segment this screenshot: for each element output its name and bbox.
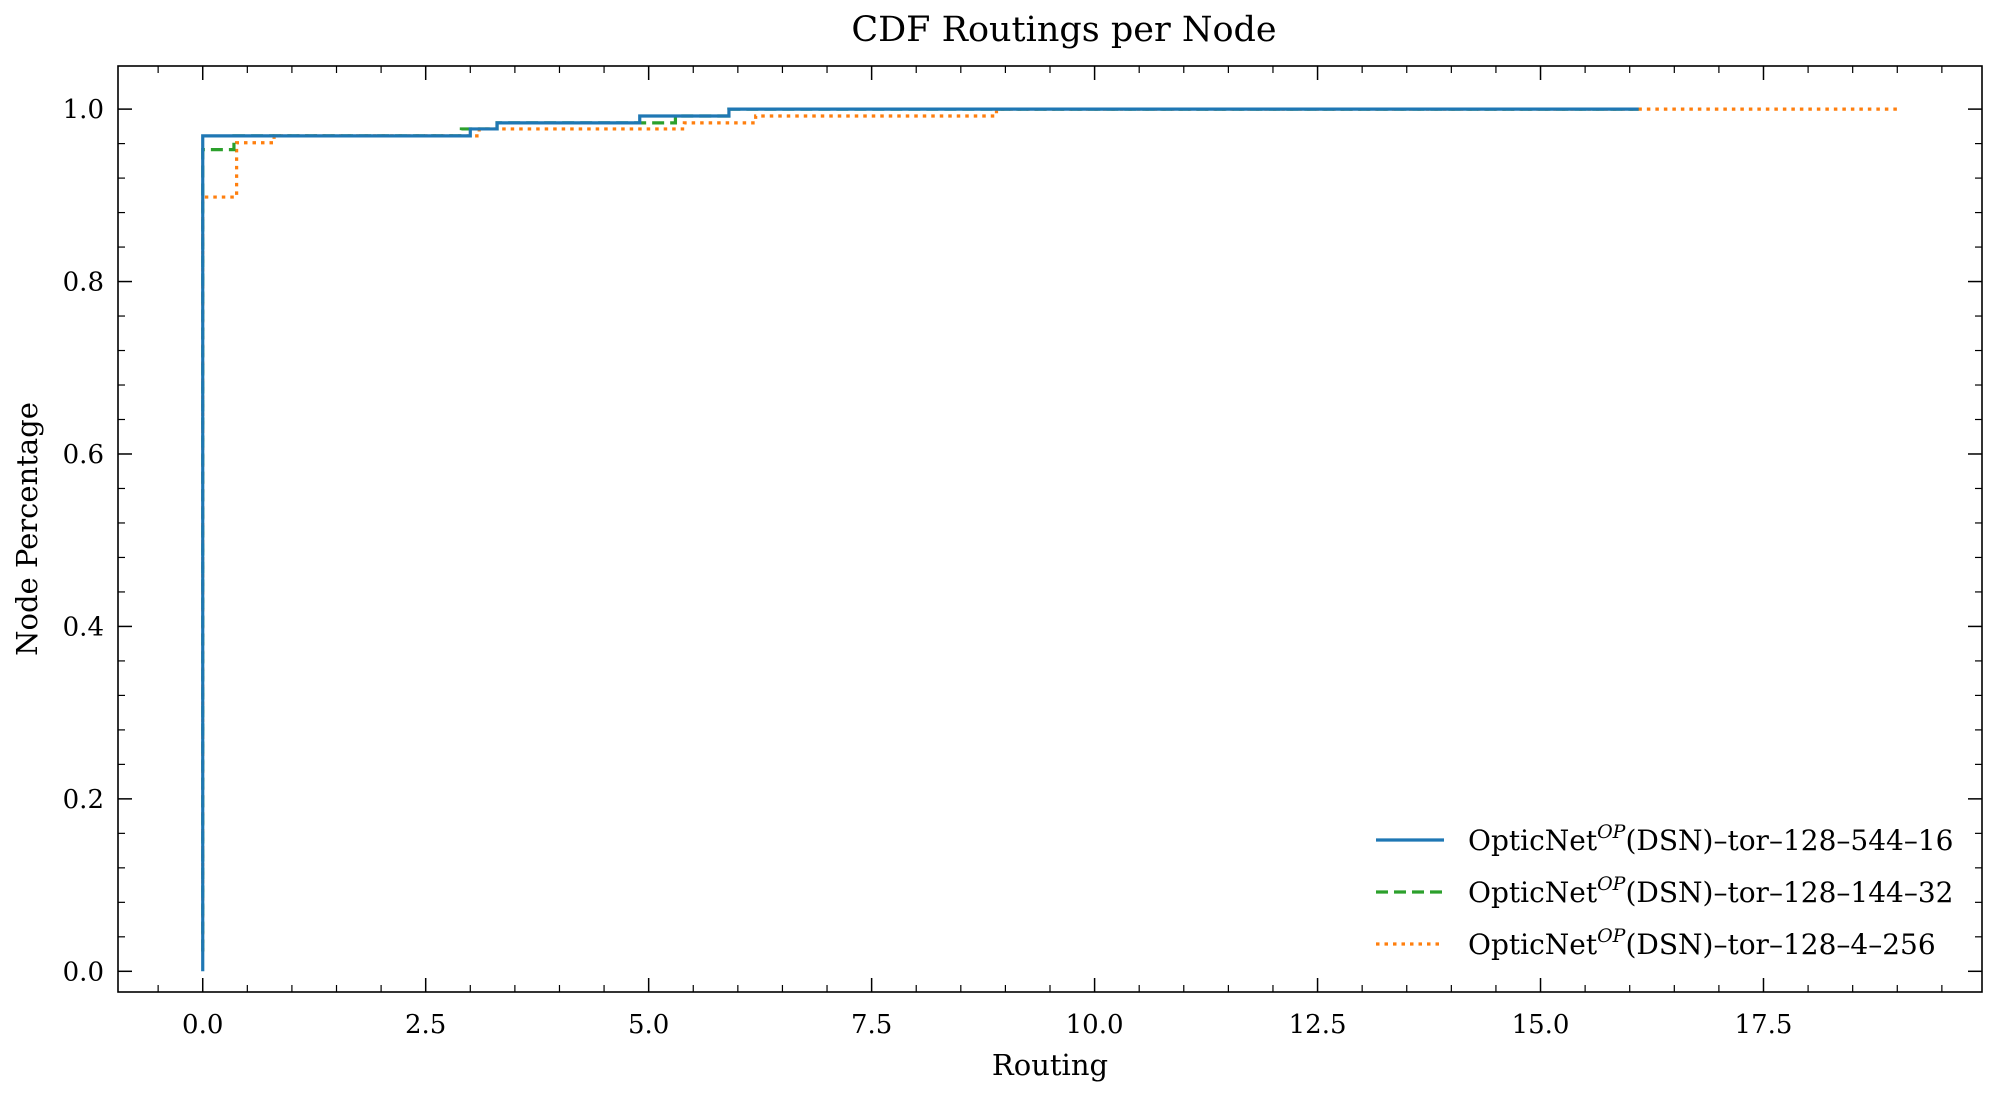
legend-label-sup: OP [1597, 925, 1627, 947]
y-tick-label: 1.0 [63, 95, 104, 125]
legend-label-1: OpticNetOP(DSN)–tor–128–544–16 [1468, 821, 1953, 857]
y-tick-label: 0.2 [63, 785, 104, 815]
x-tick-label: 17.5 [1735, 1010, 1793, 1040]
legend-label-main: OpticNet [1468, 824, 1598, 857]
series-line-2 [201, 107, 1639, 952]
x-tick-label: 0.0 [182, 1010, 223, 1040]
x-tick-label: 7.5 [851, 1010, 892, 1040]
legend-label-3: OpticNetOP(DSN)–tor–128–4–256 [1468, 925, 1936, 961]
legend-label-rest: (DSN)–tor–128–544–16 [1625, 824, 1953, 857]
y-tick-label: 0.4 [63, 612, 104, 642]
x-tick-label: 10.0 [1066, 1010, 1124, 1040]
legend-label-rest: (DSN)–tor–128–4–256 [1625, 928, 1935, 961]
plot-area [201, 107, 1898, 972]
series-line-1 [201, 107, 1639, 972]
legend-label-sup: OP [1597, 873, 1627, 895]
legend-label-2: OpticNetOP(DSN)–tor–128–144–32 [1468, 873, 1953, 909]
x-tick-label: 2.5 [405, 1010, 446, 1040]
legend-label-rest: (DSN)–tor–128–144–32 [1625, 876, 1953, 909]
x-axis: 0.0 2.5 5.0 7.5 10.0 12.5 15.0 17.5 [157, 66, 1943, 1040]
y-axis-title: Node Percentage [10, 402, 44, 656]
legend-label-sup: OP [1597, 821, 1627, 843]
chart-title: CDF Routings per Node [851, 10, 1276, 50]
x-axis-title: Routing [992, 1048, 1108, 1082]
y-tick-label: 0.0 [63, 957, 104, 987]
x-tick-label: 5.0 [628, 1010, 669, 1040]
legend-label-main: OpticNet [1468, 876, 1598, 909]
y-tick-label: 0.6 [63, 440, 104, 470]
legend-label-main: OpticNet [1468, 928, 1598, 961]
y-tick-label: 0.8 [63, 268, 104, 298]
legend: OpticNetOP(DSN)–tor–128–544–16OpticNetOP… [1376, 821, 1953, 961]
x-tick-label: 15.0 [1512, 1010, 1570, 1040]
x-tick-label: 12.5 [1289, 1010, 1347, 1040]
y-axis: 0.0 0.2 0.4 0.6 0.8 1.0 [63, 95, 1982, 987]
